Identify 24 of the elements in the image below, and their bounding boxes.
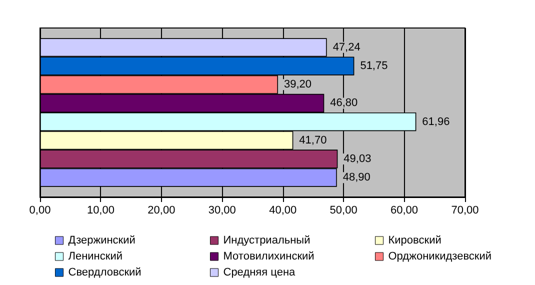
data-label: 48,90 bbox=[342, 172, 370, 184]
legend-label: Свердловский bbox=[68, 266, 142, 278]
data-label: 61,96 bbox=[422, 116, 450, 128]
x-tick-label: 60,00 bbox=[390, 204, 418, 216]
x-tick-label: 50,00 bbox=[330, 204, 358, 216]
data-label: 46,80 bbox=[330, 97, 358, 110]
x-tick-label: 10,00 bbox=[86, 204, 114, 216]
data-label: 41,70 bbox=[299, 134, 327, 146]
data-label: 49,03 bbox=[344, 152, 372, 165]
legend-label: Индустриальный bbox=[223, 234, 310, 246]
legend-label: Средняя цена bbox=[223, 266, 296, 278]
x-tick-label: 30,00 bbox=[208, 204, 236, 216]
x-tick-label: 20,00 bbox=[148, 204, 176, 216]
data-label: 39,20 bbox=[284, 78, 312, 91]
legend-label: Кировский bbox=[388, 234, 442, 246]
x-tick-label: 40,00 bbox=[269, 204, 297, 216]
legend-label: Мотовилихинский bbox=[223, 250, 314, 262]
legend-label: Ленинский bbox=[68, 250, 122, 262]
x-tick-label: 70,00 bbox=[451, 204, 479, 216]
x-tick-label: 0,00 bbox=[29, 204, 51, 216]
legend-label: Орджоникидзевский bbox=[388, 250, 492, 262]
legend-label: Дзержинский bbox=[68, 234, 136, 246]
data-label: 51,75 bbox=[360, 60, 388, 72]
data-label: 47,24 bbox=[332, 41, 360, 54]
